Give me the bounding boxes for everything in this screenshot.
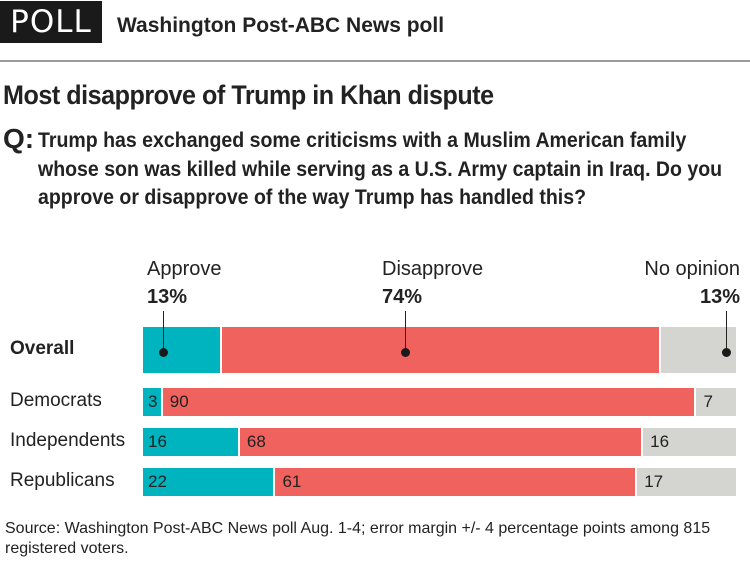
bar-value-no-opinion: 7 <box>703 392 713 411</box>
bar-segment-approve <box>143 327 221 373</box>
legend-label-approve: Approve <box>147 258 222 280</box>
bar-segment-disapprove <box>273 468 636 496</box>
question-text: Trump has exchanged some criticisms with… <box>38 129 723 209</box>
bar-segment-no-opinion <box>641 428 736 456</box>
bar-value-disapprove: 90 <box>169 392 189 411</box>
leader-dot-disapprove <box>401 348 411 357</box>
bar-value-disapprove: 68 <box>246 432 266 451</box>
poll-badge: POLL <box>0 1 102 43</box>
row-label-overall: Overall <box>10 338 75 359</box>
leader-dot-no-opinion <box>722 348 731 357</box>
bar-value-no-opinion: 17 <box>644 472 664 491</box>
bar-value-no-opinion: 16 <box>650 432 670 451</box>
bar-segment-disapprove <box>160 388 695 416</box>
leader-line-approve <box>163 311 164 352</box>
legend-value-disapprove: 74% <box>382 286 423 308</box>
leader-line-disapprove <box>405 311 407 352</box>
bar-value-approve: 22 <box>148 472 167 491</box>
header-title: Washington Post-ABC News poll <box>117 14 445 37</box>
question-prefix: Q: <box>3 123 35 154</box>
bar-segment-disapprove <box>220 327 659 373</box>
bar-value-disapprove: 61 <box>282 472 302 491</box>
row-label-democrats: Democrats <box>10 390 102 411</box>
chart-title: Most disapprove of Trump in Khan dispute <box>3 80 494 110</box>
source-note: Source: Washington Post-ABC News poll Au… <box>5 520 711 557</box>
row-label-independents: Independents <box>10 430 126 451</box>
bar-segment-no-opinion <box>694 388 736 416</box>
legend-label-no-opinion: No opinion <box>644 258 740 280</box>
bar-segment-approve <box>143 468 274 496</box>
legend-value-no-opinion: 13% <box>699 286 740 308</box>
legend-label-disapprove: Disapprove <box>382 258 484 280</box>
row-label-republicans: Republicans <box>10 470 115 491</box>
bar-segment-approve <box>143 428 238 456</box>
bar-segment-no-opinion <box>635 468 736 496</box>
bar-segment-approve <box>143 388 161 416</box>
legend-value-approve: 13% <box>147 286 188 308</box>
leader-dot-approve <box>159 348 168 357</box>
header-divider <box>0 60 750 62</box>
leader-line-no-opinion <box>726 311 727 352</box>
bar-segment-disapprove <box>237 428 642 456</box>
bar-value-approve: 16 <box>148 432 167 451</box>
bar-value-approve: 3 <box>148 392 158 411</box>
